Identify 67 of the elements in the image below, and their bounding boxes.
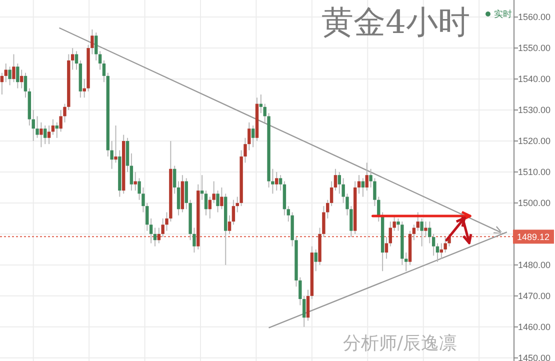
y-tick-label: 1480.00 <box>518 260 551 270</box>
candlestick <box>4 63 8 83</box>
candlestick <box>153 227 157 247</box>
candlestick <box>176 180 180 216</box>
candlestick <box>424 221 428 238</box>
candlestick <box>20 69 24 89</box>
candlestick <box>232 199 236 226</box>
candlestick <box>149 218 153 244</box>
candlestick <box>436 242 440 262</box>
candlestick <box>365 162 368 192</box>
candlestick <box>12 54 16 83</box>
legend-label: 实时 <box>494 9 512 20</box>
candlestick <box>259 94 263 114</box>
y-tick-label: 1520.00 <box>518 136 551 146</box>
candlestick <box>55 122 58 138</box>
y-tick-label: 1530.00 <box>518 105 551 116</box>
candlestick <box>428 221 432 244</box>
candlestick <box>40 122 43 148</box>
y-tick-label: 1500.00 <box>518 198 551 208</box>
candlestick <box>200 174 204 200</box>
chart-title: 黄金4小时 <box>322 3 470 41</box>
candlestick <box>47 125 51 145</box>
candlestick <box>44 125 47 145</box>
candlestick <box>16 63 20 89</box>
candlestick <box>330 180 334 207</box>
candlestick <box>388 221 392 247</box>
y-tick-label: 1470.00 <box>518 291 551 302</box>
candlestick <box>338 171 341 194</box>
candlestick <box>334 168 338 192</box>
candlestick <box>306 289 310 322</box>
candlestick <box>208 196 212 219</box>
y-tick-label: 1510.00 <box>518 167 551 178</box>
candlestick <box>251 125 255 148</box>
candlestick <box>74 50 78 70</box>
candlestick <box>314 248 318 272</box>
candlestick <box>275 171 278 192</box>
candlestick <box>94 32 98 61</box>
candlestick <box>32 110 35 142</box>
y-tick-label: 1560.00 <box>518 12 551 22</box>
candlestick <box>24 72 28 98</box>
candlestick <box>432 233 436 256</box>
y-tick-label: 1450.00 <box>518 353 551 361</box>
y-tick-label: 1460.00 <box>518 322 551 332</box>
candlestick <box>173 165 176 194</box>
candlestick <box>102 60 106 83</box>
candlestick <box>114 125 118 164</box>
candlestick <box>228 214 232 234</box>
candlestick <box>357 174 361 194</box>
candlestick <box>134 171 137 192</box>
candlestick <box>361 178 365 198</box>
candlestick <box>278 174 282 192</box>
candlestick <box>384 236 388 260</box>
candlestick <box>220 186 224 210</box>
candlestick <box>8 66 12 86</box>
ref-line-label: 1489.12 <box>517 232 550 242</box>
candlestick <box>416 212 420 232</box>
annotation: 分析师/辰逸凛 <box>342 333 458 354</box>
y-tick-label: 1550.00 <box>518 43 551 54</box>
candlestick <box>130 152 134 192</box>
candlestick <box>204 190 208 216</box>
candlestick <box>0 72 4 96</box>
candlestick <box>51 118 55 136</box>
candlestick <box>157 227 161 244</box>
candlestick <box>440 242 444 260</box>
y-tick-label: 1540.00 <box>518 74 551 84</box>
candlestick <box>98 50 102 70</box>
candlestick <box>412 224 416 241</box>
